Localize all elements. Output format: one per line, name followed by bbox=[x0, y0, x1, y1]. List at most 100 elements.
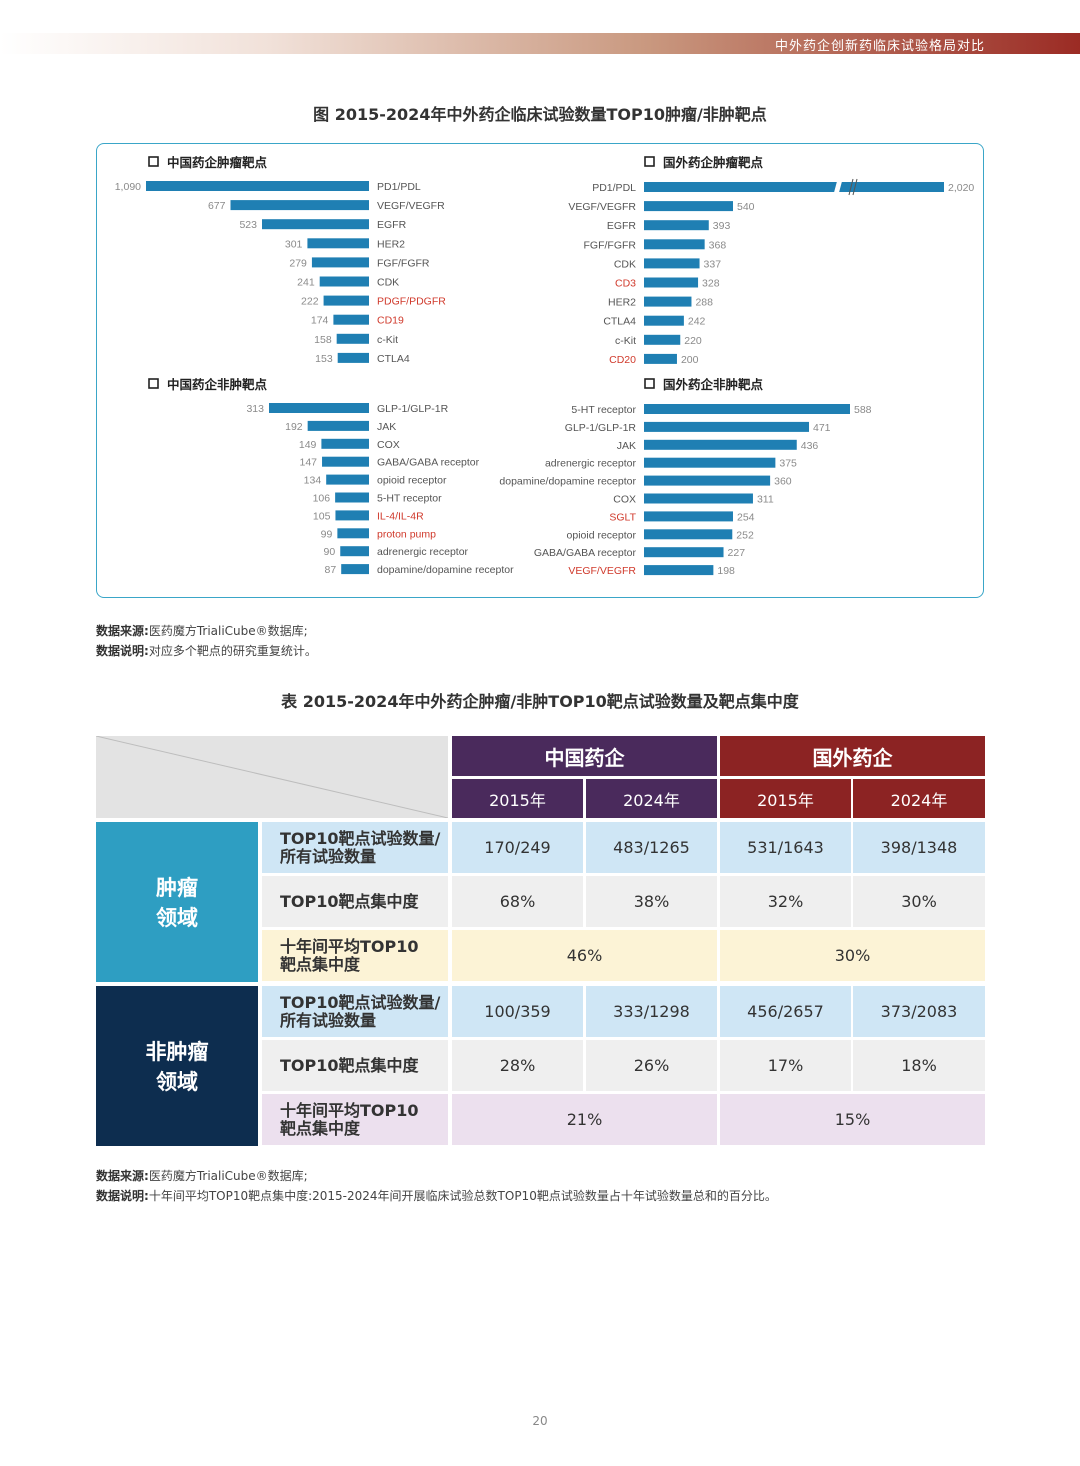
chart-bar bbox=[644, 201, 733, 212]
chart-panel-title: 国外药企肿瘤靶点 bbox=[663, 155, 764, 170]
bar-category-label: dopamine/dopamine receptor bbox=[377, 564, 514, 576]
chart-bar bbox=[644, 258, 700, 269]
bar-category-label: c-Kit bbox=[615, 335, 636, 347]
merged-value-china: 46% bbox=[452, 930, 717, 981]
bar-category-label: SGLT bbox=[609, 511, 636, 523]
comparison-table: 中国药企 国外药企 2015年 2024年 2015年 2024年 肿瘤 领域 TOP10靶点… bbox=[96, 736, 985, 1146]
bar-value-label: 241 bbox=[297, 277, 315, 289]
table-value-cell: 17% bbox=[720, 1040, 851, 1091]
chart-bar bbox=[333, 314, 369, 325]
bar-value-label: 242 bbox=[688, 316, 706, 328]
bar-category-label: CTLA4 bbox=[377, 353, 410, 365]
chart-bar bbox=[644, 439, 797, 450]
bar-value-label: 368 bbox=[709, 239, 727, 251]
bar-value-label: 192 bbox=[285, 421, 303, 433]
chart-bar bbox=[644, 493, 753, 504]
bar-value-label: 200 bbox=[681, 354, 699, 366]
table-value-cell: 26% bbox=[586, 1040, 717, 1091]
chart-bar bbox=[644, 457, 776, 468]
bar-value-label: 360 bbox=[774, 476, 792, 488]
bar-value-label: 254 bbox=[737, 511, 755, 523]
chart-bar bbox=[269, 403, 369, 413]
bar-category-label: adrenergic receptor bbox=[377, 546, 469, 558]
table-value-cell: 100/359 bbox=[452, 986, 583, 1037]
bar-category-label: c-Kit bbox=[377, 334, 398, 346]
chart-bar bbox=[337, 528, 369, 539]
bar-value-label: 106 bbox=[313, 493, 331, 505]
figure-note: 数据说明:对应多个靶点的研究重复统计。 bbox=[96, 642, 317, 659]
table-value-cell: 28% bbox=[452, 1040, 583, 1091]
checkbox-square-icon bbox=[148, 378, 159, 389]
bar-category-label: FGF/FGFR bbox=[584, 239, 637, 251]
diagonal-line bbox=[96, 736, 448, 818]
checkbox-square-icon bbox=[644, 156, 655, 167]
bar-category-label: VEGF/VEGFR bbox=[568, 201, 636, 213]
table-value-cell: 38% bbox=[586, 876, 717, 927]
year-header: 2024年 bbox=[853, 779, 985, 818]
axis-break-gap bbox=[833, 179, 843, 195]
chart-bar bbox=[337, 352, 369, 363]
bar-category-label: EGFR bbox=[377, 219, 407, 231]
bar-category-label: 5-HT receptor bbox=[377, 493, 442, 505]
header-bar: 中外药企创新药临床试验格局对比 bbox=[0, 33, 1080, 54]
row-label: TOP10靶点集中度 bbox=[262, 1040, 448, 1091]
table-value-cell: 398/1348 bbox=[853, 822, 985, 873]
bar-category-label: GLP-1/GLP-1R bbox=[565, 422, 637, 434]
bar-category-label: PD1/PDL bbox=[592, 182, 636, 194]
chart-bar bbox=[644, 334, 681, 345]
axis-break-mark bbox=[852, 178, 858, 196]
figure-source-label: 数据来源: bbox=[96, 624, 149, 638]
bar-value-label: 337 bbox=[704, 258, 722, 270]
chart-bar bbox=[262, 219, 369, 230]
bar-value-label: 301 bbox=[285, 238, 303, 250]
bar-category-label: CD3 bbox=[615, 278, 636, 290]
bar-value-label: 222 bbox=[301, 296, 319, 308]
table-value-cell: 170/249 bbox=[452, 822, 583, 873]
bar-value-label: 220 bbox=[684, 335, 702, 347]
bar-category-label: 5-HT receptor bbox=[571, 404, 636, 416]
chart-bar bbox=[644, 547, 724, 558]
bar-value-label: 105 bbox=[313, 510, 331, 522]
chart-bar bbox=[326, 474, 369, 485]
bar-value-label: 288 bbox=[695, 297, 713, 309]
figure-source-text: 医药魔方TrialiCube®数据库; bbox=[148, 624, 308, 638]
table-note-label: 数据说明: bbox=[96, 1189, 149, 1203]
bar-category-label: GABA/GABA receptor bbox=[377, 457, 480, 469]
chart-bar bbox=[321, 438, 369, 449]
merged-value-china: 21% bbox=[452, 1094, 717, 1145]
bar-value-label: 87 bbox=[325, 564, 337, 576]
row-label: TOP10靶点试验数量/ 所有试验数量 bbox=[262, 986, 448, 1037]
table-value-cell: 531/1643 bbox=[720, 822, 851, 873]
table-value-cell: 456/2657 bbox=[720, 986, 851, 1037]
bar-value-label: 158 bbox=[314, 334, 332, 346]
chart-panel-title: 中国药企非肿靶点 bbox=[167, 377, 268, 392]
table-value-cell: 483/1265 bbox=[586, 822, 717, 873]
chart-bar bbox=[335, 492, 369, 503]
checkbox-square-icon bbox=[148, 156, 159, 167]
chart-panel-title: 中国药企肿瘤靶点 bbox=[167, 155, 268, 170]
chart-bar bbox=[335, 510, 369, 521]
chart-bar bbox=[644, 296, 692, 307]
bar-value-label: 393 bbox=[713, 220, 731, 232]
bar-value-label: 677 bbox=[208, 200, 226, 212]
table-value-cell: 68% bbox=[452, 876, 583, 927]
row-label: TOP10靶点试验数量/ 所有试验数量 bbox=[262, 822, 448, 873]
bar-value-label: 90 bbox=[324, 546, 336, 558]
bar-value-label: 279 bbox=[289, 257, 307, 269]
section-label-oncology: 肿瘤 领域 bbox=[96, 822, 258, 982]
bar-category-label: opioid receptor bbox=[567, 529, 637, 541]
row-label: TOP10靶点集中度 bbox=[262, 876, 448, 927]
bar-value-label: 328 bbox=[702, 278, 720, 290]
figure-note-text: 对应多个靶点的研究重复统计。 bbox=[148, 644, 317, 658]
bar-value-label: 2,020 bbox=[948, 182, 974, 194]
table-value-cell: 373/2083 bbox=[853, 986, 985, 1037]
figure-source: 数据来源:医药魔方TrialiCube®数据库; bbox=[96, 622, 308, 639]
section-label-non-oncology: 非肿瘤 领域 bbox=[96, 986, 258, 1146]
bar-value-label: 198 bbox=[717, 565, 735, 577]
bar-category-label: COX bbox=[613, 494, 636, 506]
checkbox-square-icon bbox=[644, 378, 655, 389]
bar-category-label: opioid receptor bbox=[377, 475, 447, 487]
bar-value-label: 147 bbox=[300, 457, 318, 469]
table-title: 表 2015-2024年中外药企肿瘤/非肿TOP10靶点试验数量及靶点集中度 bbox=[281, 692, 799, 711]
bar-category-label: adrenergic receptor bbox=[545, 458, 637, 470]
